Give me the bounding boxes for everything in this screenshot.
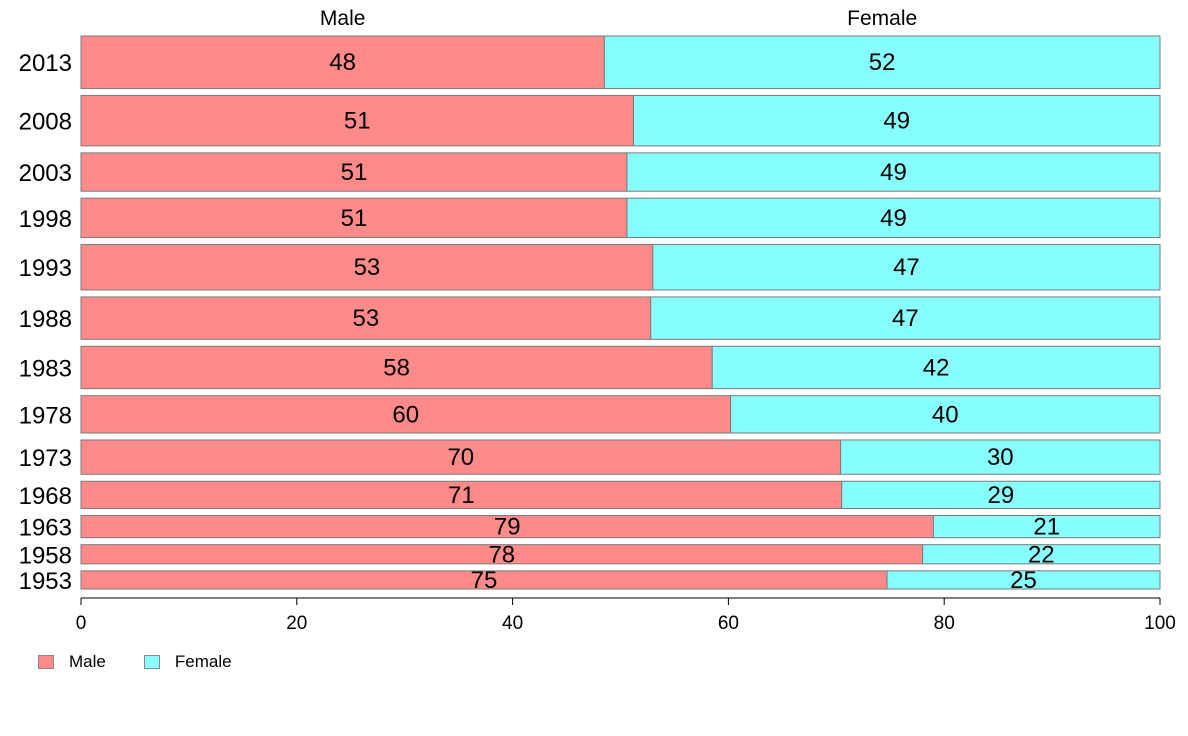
x-tick-label-100: 100 — [1144, 613, 1176, 634]
data-label-male-1993: 53 — [354, 254, 381, 281]
data-label-female-1983: 42 — [923, 354, 950, 381]
year-label-2008: 2008 — [19, 109, 72, 136]
data-label-female-1998: 49 — [880, 205, 907, 232]
data-label-male-1953: 75 — [471, 567, 498, 594]
bar-male-2013 — [80, 35, 605, 89]
data-label-female-1963: 21 — [1033, 514, 1060, 541]
data-label-female-1973: 30 — [987, 444, 1014, 471]
year-label-2013: 2013 — [19, 50, 72, 77]
x-tick-label-20: 20 — [286, 613, 307, 634]
legend-item-female: Female — [143, 652, 232, 672]
bar-female-1953 — [886, 570, 1161, 590]
data-label-male-2003: 51 — [341, 159, 368, 186]
data-label-male-1998: 51 — [341, 205, 368, 232]
x-tick-label-60: 60 — [718, 613, 739, 634]
data-label-female-1958: 22 — [1028, 541, 1055, 568]
legend-item-male: Male — [38, 652, 106, 672]
year-label-1993: 1993 — [19, 255, 72, 282]
year-label-1998: 1998 — [19, 206, 72, 233]
x-tick-label-0: 0 — [76, 613, 87, 634]
data-label-male-1958: 78 — [488, 541, 515, 568]
year-label-1958: 1958 — [19, 542, 72, 569]
bar-female-1978 — [730, 395, 1161, 434]
bar-female-1963 — [932, 514, 1161, 539]
legend: Male Female — [38, 652, 270, 672]
bar-female-1998 — [626, 197, 1161, 239]
bar-female-1958 — [922, 544, 1161, 565]
legend-swatch-male — [38, 655, 54, 669]
bar-female-2013 — [603, 35, 1161, 89]
bar-female-1993 — [652, 244, 1161, 291]
bar-male-2008 — [80, 94, 634, 147]
year-label-2003: 2003 — [19, 160, 72, 187]
data-label-male-1978: 60 — [392, 401, 419, 428]
data-label-female-2008: 49 — [883, 108, 910, 135]
bar-female-1983 — [711, 345, 1161, 390]
bar-male-1993 — [80, 244, 654, 291]
data-label-female-1993: 47 — [893, 254, 920, 281]
legend-swatch-female — [143, 655, 160, 669]
data-label-male-1973: 70 — [447, 444, 474, 471]
column-header-female: Female — [847, 7, 917, 30]
bar-female-1968 — [841, 480, 1161, 509]
year-label-1978: 1978 — [19, 402, 72, 429]
bar-male-1998 — [80, 197, 628, 239]
data-label-female-1968: 29 — [987, 482, 1014, 509]
data-label-male-1968: 71 — [448, 482, 475, 509]
bar-female-2008 — [632, 94, 1161, 147]
data-label-female-2003: 49 — [880, 159, 907, 186]
year-label-1983: 1983 — [19, 355, 72, 382]
x-tick-label-80: 80 — [934, 613, 955, 634]
year-label-1988: 1988 — [19, 306, 72, 333]
data-label-male-2013: 48 — [329, 49, 356, 76]
data-label-female-2013: 52 — [869, 49, 896, 76]
data-label-female-1953: 25 — [1010, 567, 1037, 594]
bar-female-2003 — [626, 152, 1161, 192]
data-label-male-1988: 53 — [353, 305, 380, 332]
bar-male-1968 — [80, 480, 843, 509]
legend-label-male: Male — [69, 652, 106, 671]
data-label-male-2008: 51 — [344, 108, 371, 135]
year-label-1953: 1953 — [19, 568, 72, 595]
year-label-1973: 1973 — [19, 445, 72, 472]
legend-label-female: Female — [174, 652, 232, 671]
x-tick-label-40: 40 — [502, 613, 523, 634]
bar-female-1973 — [840, 439, 1161, 475]
data-label-male-1983: 58 — [383, 354, 410, 381]
data-label-female-1988: 47 — [892, 305, 919, 332]
data-label-female-1978: 40 — [932, 401, 959, 428]
year-label-1968: 1968 — [19, 483, 72, 510]
bar-male-1983 — [80, 345, 713, 390]
year-label-1963: 1963 — [19, 515, 72, 542]
bar-female-1988 — [650, 296, 1161, 340]
column-header-male: Male — [320, 7, 366, 30]
bar-male-2003 — [80, 152, 628, 192]
data-label-male-1963: 79 — [494, 514, 521, 541]
bar-male-1973 — [80, 439, 842, 475]
